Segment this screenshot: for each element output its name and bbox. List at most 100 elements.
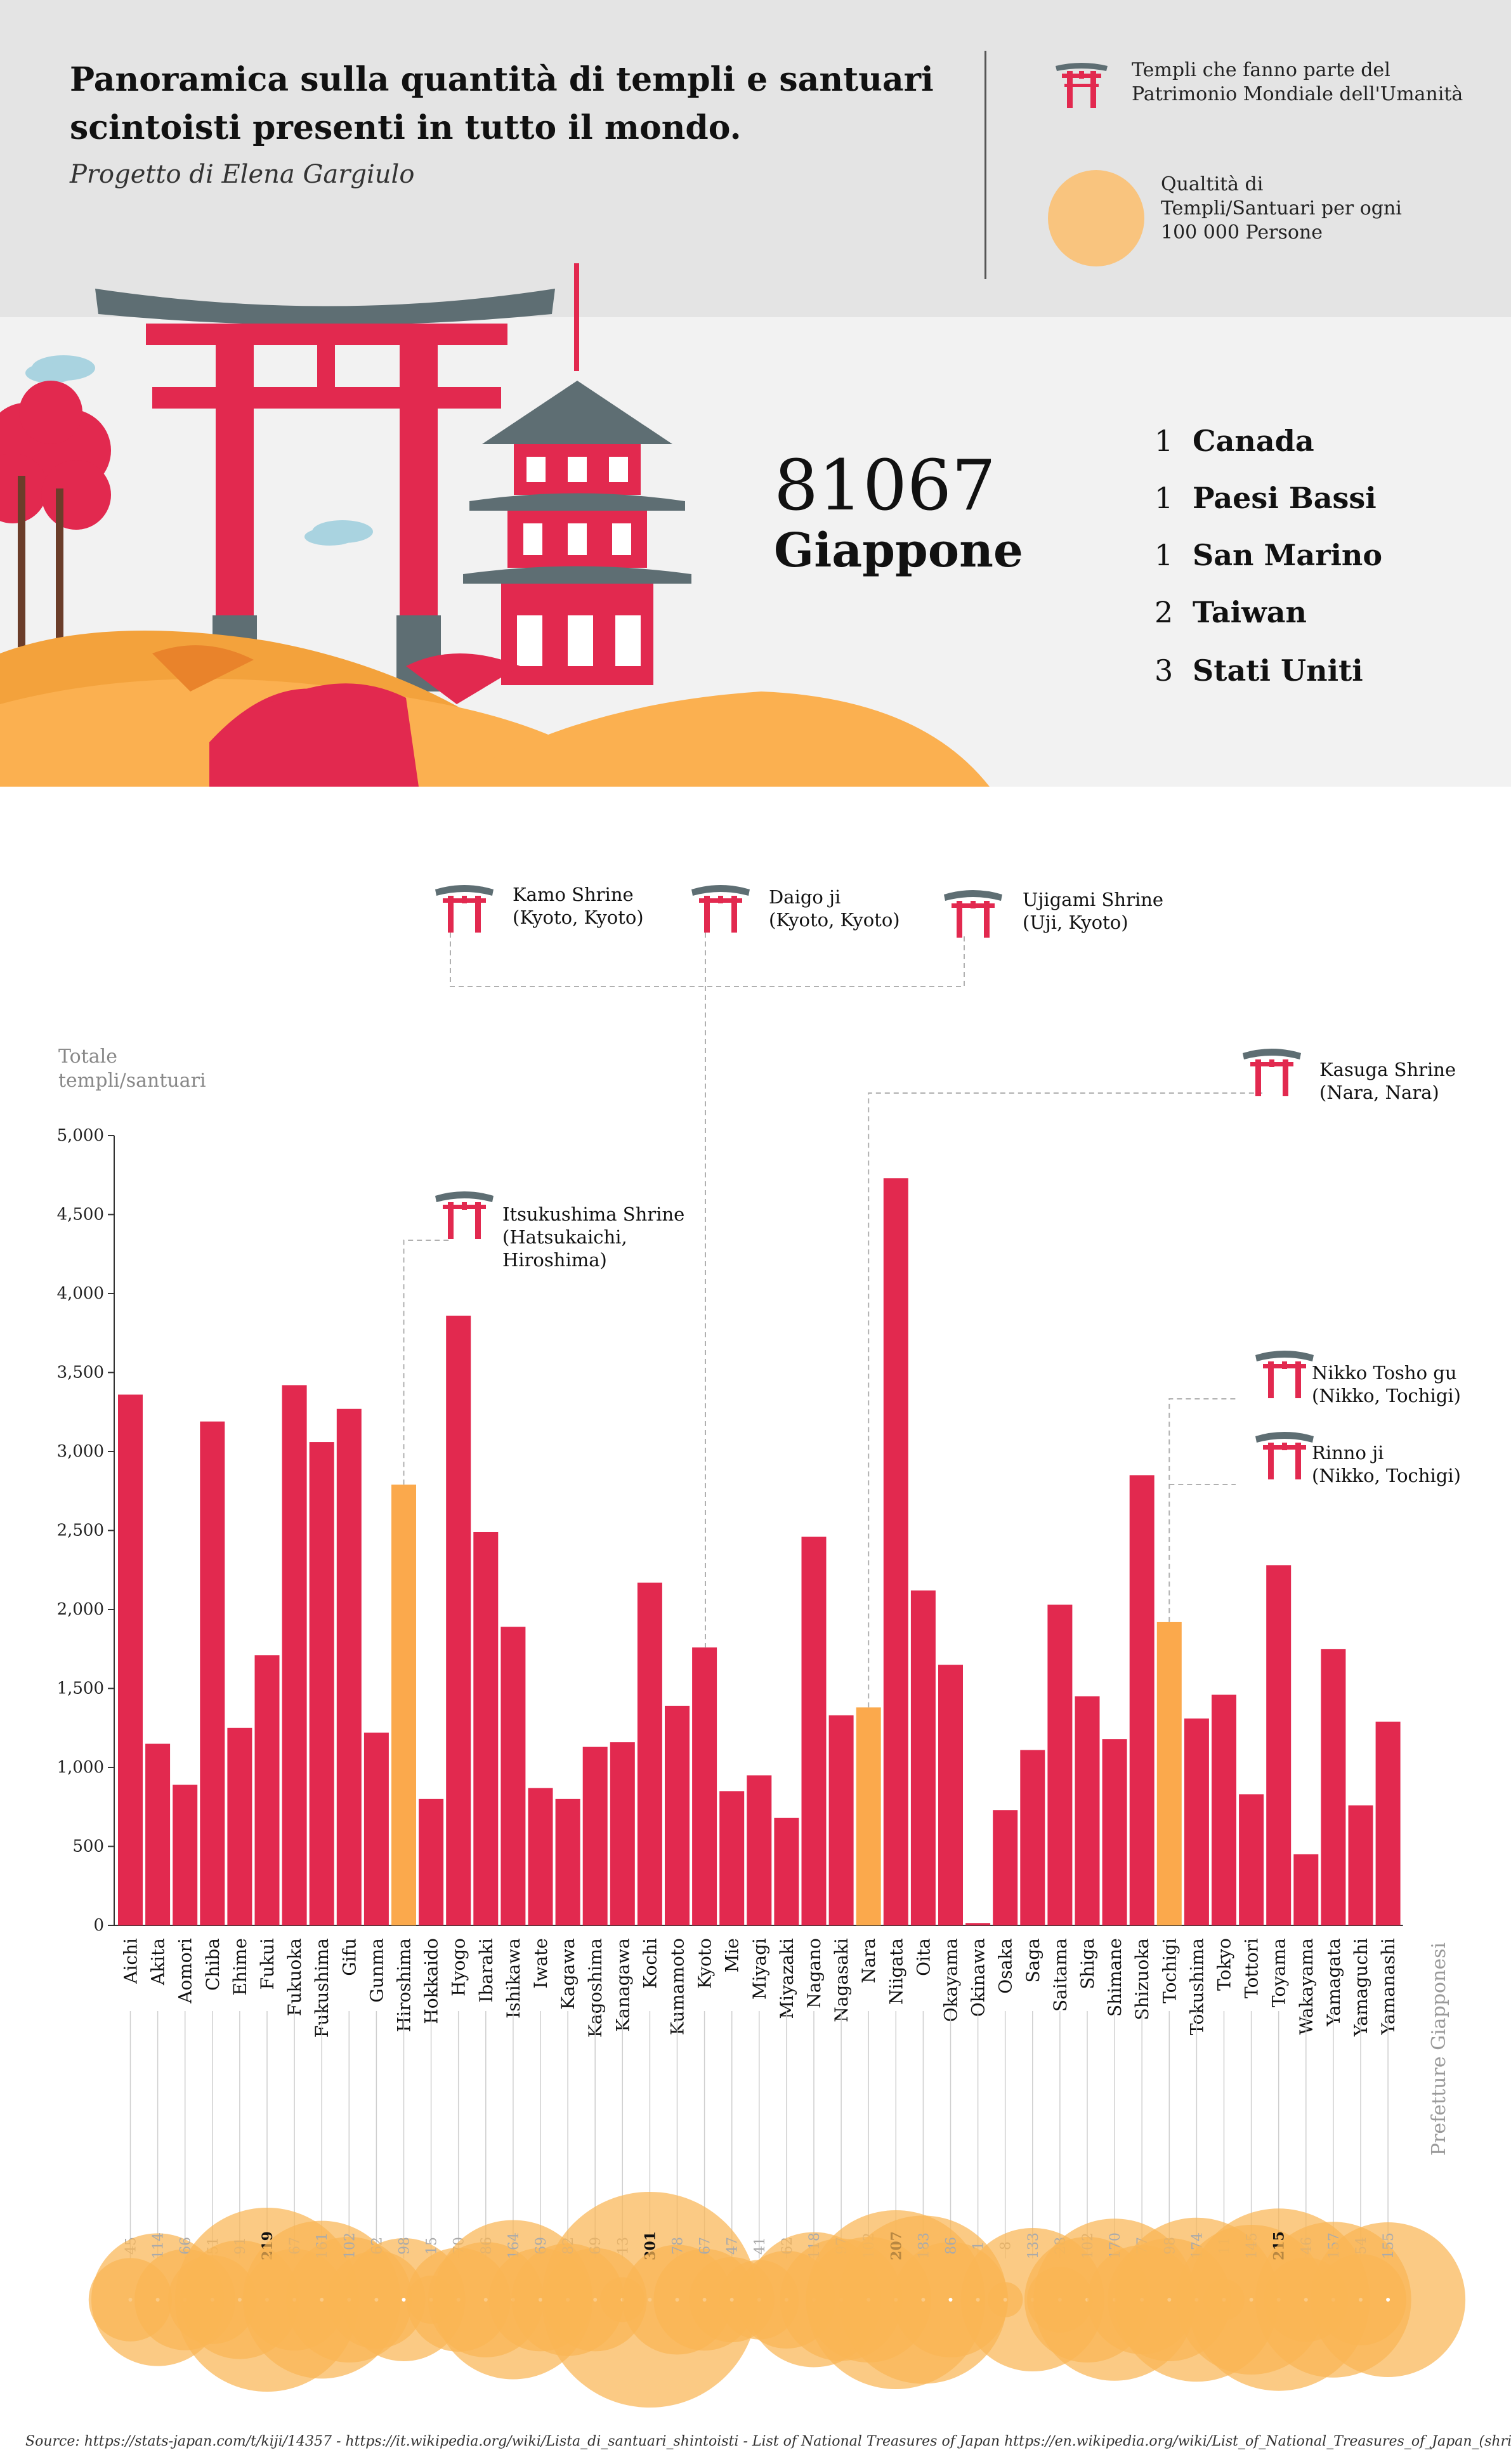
torii-icon bbox=[1255, 1432, 1314, 1443]
x-tick-label: Kagawa bbox=[558, 1938, 579, 2010]
callout-shrine-name: Rinno ji bbox=[1312, 1442, 1384, 1464]
torii-icon bbox=[435, 1191, 494, 1202]
bar bbox=[1375, 1721, 1401, 1925]
bar bbox=[1102, 1739, 1127, 1925]
callout-shrine-name: Kamo Shrine bbox=[513, 884, 634, 905]
callout-label: Rinno ji (Nikko, Tochigi) bbox=[1312, 1441, 1461, 1487]
bubble-value-label: 47 bbox=[725, 2237, 741, 2255]
torii-icon bbox=[957, 901, 962, 938]
y-tick-label: 3,000 bbox=[57, 1442, 104, 1461]
ranking-number: 1 bbox=[1155, 481, 1174, 515]
torii-icon bbox=[731, 896, 737, 933]
torii-icon bbox=[1243, 1049, 1301, 1059]
callout-shrine-name: Kasuga Shrine bbox=[1319, 1059, 1456, 1080]
ranking-row: 3 Stati Uniti bbox=[1155, 653, 1363, 688]
header-divider bbox=[984, 51, 986, 279]
bar bbox=[145, 1743, 171, 1925]
callout-connector bbox=[1168, 1398, 1236, 1622]
torii-icon bbox=[984, 901, 990, 938]
callout-label: Nikko Tosho gu (Nikko, Tochigi) bbox=[1312, 1361, 1461, 1407]
x-tick-label: Kochi bbox=[639, 1938, 660, 1989]
top-country-name: Giappone bbox=[774, 523, 1023, 578]
torii-legend-icon bbox=[1056, 63, 1108, 108]
ranking-row: 1 San Marino bbox=[1155, 538, 1382, 572]
bar bbox=[336, 1408, 362, 1925]
bar bbox=[582, 1746, 608, 1925]
bubble-value-label: 67 bbox=[698, 2237, 714, 2255]
x-tick-label: Ehime bbox=[230, 1938, 251, 1996]
bar bbox=[173, 1785, 198, 1925]
bubble-center bbox=[948, 2298, 953, 2302]
x-tick-label: Akita bbox=[148, 1938, 169, 1986]
bar bbox=[282, 1385, 307, 1925]
x-tick-label: Saga bbox=[1023, 1938, 1043, 1983]
header-band bbox=[0, 0, 1511, 317]
bar bbox=[1075, 1696, 1100, 1925]
callout-connector bbox=[403, 1240, 452, 1485]
x-tick-label: Tottori bbox=[1241, 1938, 1262, 1998]
x-tick-label: Toyama bbox=[1269, 1938, 1290, 2007]
x-tick-label: Ishikawa bbox=[503, 1938, 524, 2019]
bubble-value-label: 1 bbox=[971, 2241, 987, 2250]
callout-label: Kasuga Shrine (Nara, Nara) bbox=[1319, 1058, 1456, 1104]
ranking-country: Taiwan bbox=[1193, 595, 1307, 629]
x-tick-label: Gunma bbox=[366, 1938, 387, 2003]
bar bbox=[965, 1923, 991, 1925]
bar bbox=[200, 1421, 225, 1925]
ranking-number: 2 bbox=[1155, 595, 1174, 629]
callout-shrine-name: Nikko Tosho gu bbox=[1312, 1362, 1457, 1384]
bar bbox=[363, 1733, 389, 1925]
torii-icon bbox=[718, 896, 723, 903]
bar bbox=[801, 1537, 827, 1925]
y-axis-title: templi/santuari bbox=[58, 1070, 206, 1092]
torii-icon bbox=[1295, 1361, 1301, 1398]
x-tick-label: Chiba bbox=[202, 1938, 223, 1991]
callout-shrine-place: (Nikko, Tochigi) bbox=[1312, 1465, 1461, 1486]
bubble-value-label: 155 bbox=[1381, 2232, 1397, 2259]
x-tick-label: Niigata bbox=[886, 1938, 906, 2005]
ranking-number: 3 bbox=[1155, 653, 1174, 688]
torii-icon bbox=[1268, 1443, 1274, 1479]
ranking-country: Stati Uniti bbox=[1193, 653, 1363, 688]
bar bbox=[555, 1799, 580, 1925]
callout-shrine-place: (Kyoto, Kyoto) bbox=[769, 909, 900, 931]
torii-icon bbox=[1255, 1351, 1314, 1361]
bubble-value-label: 102 bbox=[342, 2232, 358, 2259]
page-subtitle: Progetto di Elena Gargiulo bbox=[70, 160, 415, 189]
bar bbox=[993, 1810, 1018, 1925]
torii-icon bbox=[1255, 1059, 1261, 1096]
bar bbox=[747, 1775, 772, 1925]
x-tick-label: Osaka bbox=[995, 1938, 1016, 1994]
bar bbox=[1293, 1854, 1319, 1925]
x-tick-label: Shiga bbox=[1077, 1938, 1098, 1989]
callout-shrine-name: Daigo ji bbox=[769, 886, 841, 908]
x-tick-label: Saitama bbox=[1050, 1938, 1071, 2012]
bar bbox=[610, 1742, 635, 1925]
bar bbox=[309, 1442, 334, 1925]
torii-icon bbox=[475, 1202, 481, 1239]
callout-shrine-place: (Uji, Kyoto) bbox=[1023, 912, 1128, 933]
y-tick-label: 2,500 bbox=[57, 1521, 104, 1540]
torii-icon bbox=[1295, 1443, 1301, 1479]
callout-label: Kamo Shrine (Kyoto, Kyoto) bbox=[513, 883, 644, 929]
bar bbox=[446, 1315, 471, 1925]
y-tick-label: 500 bbox=[72, 1837, 104, 1856]
bar bbox=[1239, 1794, 1264, 1925]
torii-icon bbox=[448, 896, 454, 933]
ranking-row: 1 Canada bbox=[1155, 424, 1314, 458]
torii-icon bbox=[1269, 1059, 1274, 1067]
bar bbox=[637, 1582, 662, 1925]
torii-icon bbox=[462, 896, 467, 903]
legend-heritage-label: Templi che fanno parte del Patrimonio Mo… bbox=[1132, 59, 1463, 105]
bar bbox=[1212, 1694, 1236, 1925]
torii-icon bbox=[1283, 1059, 1288, 1096]
x-tick-label: Shimane bbox=[1104, 1938, 1125, 2017]
x-tick-label: Miyazaki bbox=[776, 1938, 797, 2019]
x-tick-label: Gifu bbox=[339, 1938, 360, 1976]
bar bbox=[391, 1484, 416, 1925]
callout-shrine-place: (Kyoto, Kyoto) bbox=[513, 907, 644, 928]
legend-quality-label: Qualtità di Templi/Santuari per ogni 100… bbox=[1161, 173, 1402, 244]
torii-icon bbox=[1268, 1361, 1274, 1398]
x-tick-label: Shizuoka bbox=[1132, 1938, 1153, 2020]
ranking-row: 1 Paesi Bassi bbox=[1155, 481, 1377, 515]
